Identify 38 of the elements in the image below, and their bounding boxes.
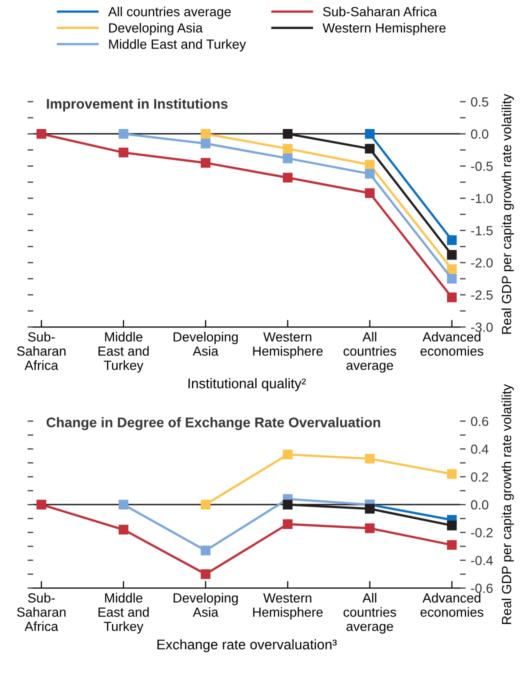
y-tick-label: -0.2 — [471, 528, 493, 538]
legend-label: Sub-Saharan Africa — [323, 6, 437, 16]
legend-label: Western Hemisphere — [322, 22, 446, 36]
y-tick-label: -1.5 — [471, 226, 493, 236]
chart-title: Change in Degree of Exchange Rate Overvaluation — [46, 417, 380, 430]
x-axis-title: Exchange rate overvaluation³ — [157, 639, 337, 652]
x-tick-label: Advanced economies — [420, 592, 484, 617]
x-tick-label: Sub- Saharan Africa — [17, 592, 66, 632]
y-axis-title: Real GDP per capita growth rate volatility — [502, 384, 514, 624]
y-tick-label: 0.2 — [471, 472, 488, 482]
y-tick-label: -2.0 — [471, 258, 493, 268]
chart-title: Improvement in Institutions — [46, 98, 228, 112]
y-tick-label: 0.4 — [471, 444, 488, 454]
y-tick-label: -0.5 — [471, 162, 493, 171]
x-tick-label: Western Hemisphere — [253, 332, 323, 358]
x-axis-title: Institutional quality² — [188, 378, 306, 392]
x-tick-label: Developing Asia — [174, 592, 238, 617]
y-tick-label: -0.4 — [471, 556, 493, 566]
x-tick-label: All countries average — [344, 592, 396, 634]
y-axis-title: Real GDP per capita growth rate volatility — [502, 94, 514, 334]
x-tick-label: Developing Asia — [174, 332, 238, 356]
y-tick-label: 0.6 — [471, 416, 488, 426]
y-tick-label: -2.5 — [471, 290, 493, 300]
y-tick-label: 0.0 — [471, 129, 488, 139]
x-tick-label: Western Hemisphere — [253, 593, 323, 620]
x-tick-label: Sub- Saharan Africa — [17, 332, 66, 370]
y-tick-label: -0.6 — [471, 584, 493, 593]
x-tick-label: Middle East and Turkey — [98, 592, 149, 634]
y-tick-label: -1.0 — [471, 194, 493, 204]
y-tick-label: 0.5 — [471, 97, 488, 107]
legend-label: Middle East and Turkey — [109, 39, 246, 52]
x-tick-label: All countries average — [344, 332, 396, 373]
legend-label: All countries average — [108, 6, 231, 19]
x-tick-label: Advanced economies — [420, 332, 484, 356]
legend-label: Developing Asia — [109, 22, 203, 36]
y-tick-label: -3.0 — [471, 322, 493, 332]
y-tick-label: 0.0 — [471, 500, 488, 510]
x-tick-label: Middle East and Turkey — [98, 332, 149, 373]
